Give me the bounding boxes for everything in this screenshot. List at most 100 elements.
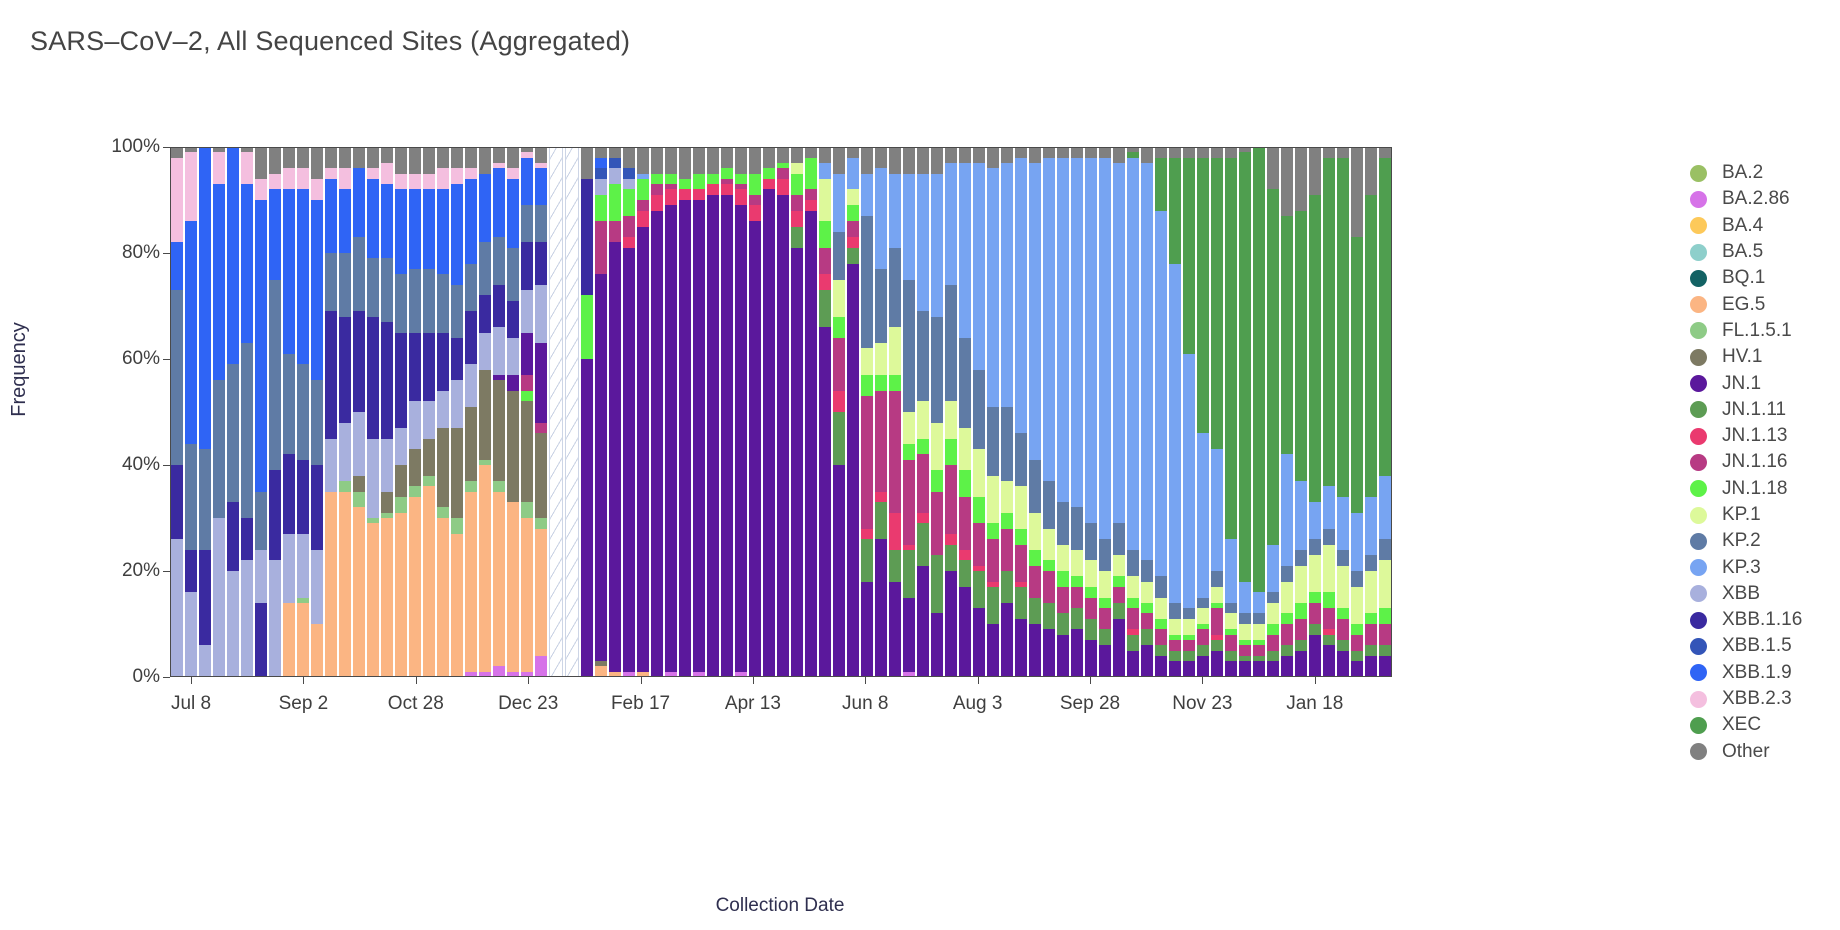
bar-segment-other <box>282 147 296 169</box>
bar-segment-jn-1-16 <box>1224 634 1238 651</box>
bar-segment-kp-1 <box>1378 560 1392 609</box>
bar-segment-other <box>254 147 268 179</box>
bar-segment-jn-1-18 <box>706 173 720 185</box>
bar-segment-jn-1-18 <box>1084 586 1098 598</box>
x-tick-label: Dec 23 <box>498 693 559 714</box>
x-tick-label: Apr 13 <box>724 693 781 714</box>
legend-item-jn-1-11[interactable]: JN.1.11 <box>1690 397 1802 423</box>
legend-item-bq-1[interactable]: BQ.1 <box>1690 265 1802 291</box>
bar-segment-xbb-2-3 <box>492 162 506 169</box>
legend-label: JN.1.11 <box>1722 398 1787 420</box>
legend-item-ba-4[interactable]: BA.4 <box>1690 213 1802 239</box>
legend-item-fl-1-5-1[interactable]: FL.1.5.1 <box>1690 318 1802 344</box>
bar-segment-xbb-1-9 <box>394 189 408 275</box>
bar-segment-jn-1-13 <box>1126 629 1140 635</box>
legend-item-xbb-2-3[interactable]: XBB.2.3 <box>1690 686 1802 712</box>
bar-segment-other <box>1210 147 1224 158</box>
bar-segment-kp-1 <box>930 422 944 471</box>
legend-item-ba-2-86[interactable]: BA.2.86 <box>1690 186 1802 212</box>
legend-item-jn-1-18[interactable]: JN.1.18 <box>1690 476 1802 502</box>
bar-segment-other <box>1322 147 1336 158</box>
bar-segment-jn-1 <box>986 624 1000 677</box>
bar-segment-jn-1-11 <box>1098 629 1112 646</box>
legend-item-xbb[interactable]: XBB <box>1690 581 1802 607</box>
bar-segment-fl-1-5-1 <box>422 475 436 487</box>
legend-swatch-icon <box>1690 585 1707 603</box>
bar-segment-jn-1-16 <box>902 459 916 545</box>
bar-column <box>1126 147 1140 677</box>
bar-column <box>394 147 408 677</box>
bar-column <box>352 147 366 677</box>
bar-segment-xbb-2-3 <box>534 162 548 169</box>
legend-label: XBB <box>1722 582 1761 604</box>
legend-item-xbb-1-9[interactable]: XBB.1.9 <box>1690 660 1802 686</box>
x-tick-label: Jun 8 <box>842 693 889 714</box>
bar-segment-other <box>1168 147 1182 158</box>
legend-item-kp-2[interactable]: KP.2 <box>1690 528 1802 554</box>
bar-segment-xbb-2-3 <box>394 173 408 190</box>
bar-segment-jn-1 <box>776 194 790 677</box>
bar-segment-kp-2 <box>902 279 916 413</box>
bar-segment-other <box>944 147 958 163</box>
bar-segment-jn-1 <box>1000 602 1014 677</box>
bar-segment-jn-1 <box>748 221 762 677</box>
bar-column <box>636 147 650 677</box>
y-tick-label: 20% <box>121 560 160 581</box>
bar-segment-kp-1 <box>902 412 916 444</box>
bar-segment-kp-2 <box>324 253 338 312</box>
bar-segment-kp-1 <box>1350 586 1364 625</box>
legend-item-xbb-1-16[interactable]: XBB.1.16 <box>1690 607 1802 633</box>
legend-item-kp-1[interactable]: KP.1 <box>1690 502 1802 528</box>
legend-item-kp-3[interactable]: KP.3 <box>1690 554 1802 580</box>
bar-segment-kp-2 <box>874 268 888 344</box>
bar-segment-jn-1-11 <box>888 549 902 582</box>
legend-item-jn-1[interactable]: JN.1 <box>1690 370 1802 396</box>
bar-segment-xbb-2-3 <box>366 168 380 179</box>
bar-segment-kp-1 <box>846 189 860 206</box>
bar-segment-xbb-2-3 <box>170 157 184 243</box>
bar-segment-xbb <box>254 549 268 603</box>
bar-column <box>492 147 506 677</box>
bar-segment-xbb <box>594 178 608 195</box>
bar-segment-jn-1-16 <box>1210 608 1224 635</box>
bar-segment-xbb <box>338 422 352 481</box>
bar-segment-jn-1-16 <box>1042 571 1056 603</box>
bar-segment-kp-3 <box>1350 512 1364 572</box>
bar-segment-jn-1-18 <box>776 162 790 169</box>
x-tick-mark <box>1090 677 1091 684</box>
legend-item-ba-5[interactable]: BA.5 <box>1690 239 1802 265</box>
bar-segment-xbb <box>450 380 464 428</box>
bar-column <box>1000 147 1014 677</box>
bar-segment-ba-2-86 <box>664 671 678 677</box>
legend-item-eg-5[interactable]: EG.5 <box>1690 291 1802 317</box>
bar-segment-jn-1-18 <box>1252 639 1266 646</box>
x-tick-mark <box>303 677 305 684</box>
bar-segment-kp-3 <box>972 162 986 370</box>
legend-item-jn-1-16[interactable]: JN.1.16 <box>1690 449 1802 475</box>
bar-segment-jn-1-16 <box>622 215 636 238</box>
bar-segment-kp-2 <box>352 237 366 312</box>
legend-item-hv-1[interactable]: HV.1 <box>1690 344 1802 370</box>
bar-segment-xec <box>1252 147 1266 593</box>
bar-segment-jn-1-11 <box>818 290 832 328</box>
bar-column <box>1336 147 1350 677</box>
x-tick-label: Sep 28 <box>1059 693 1121 714</box>
bar-segment-xbb <box>506 337 520 375</box>
legend-item-other[interactable]: Other <box>1690 739 1802 765</box>
bar-segment-kp-1 <box>1126 576 1140 598</box>
legend-item-ba-2[interactable]: BA.2 <box>1690 160 1802 186</box>
bar-column <box>930 147 944 677</box>
bar-segment-eg-5 <box>422 486 436 677</box>
bar-segment-kp-1 <box>972 449 986 497</box>
legend-item-xec[interactable]: XEC <box>1690 712 1802 738</box>
legend-label: BA.2.86 <box>1722 188 1790 210</box>
legend-item-xbb-1-5[interactable]: XBB.1.5 <box>1690 633 1802 659</box>
legend-item-jn-1-13[interactable]: JN.1.13 <box>1690 423 1802 449</box>
x-tick-label: Nov 23 <box>1172 693 1233 714</box>
bar-segment-jn-1 <box>888 581 902 677</box>
bar-column <box>720 147 734 677</box>
legend-swatch-icon <box>1690 664 1707 682</box>
bar-segment-fl-1-5-1 <box>534 518 548 529</box>
bar-segment-jn-1 <box>1280 655 1294 677</box>
bar-segment-eg-5 <box>352 507 366 677</box>
